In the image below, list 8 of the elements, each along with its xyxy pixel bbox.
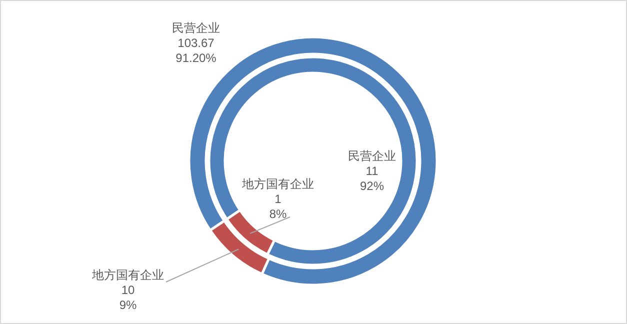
data-label: 11 92% [360,164,384,193]
data-label: 1 8% [269,192,287,221]
slice-label: 地方国有企业 [241,177,314,191]
data-label: 103.67 91.20% [176,36,217,65]
slice-label: 民营企业 [348,149,396,163]
data-label: 10 9% [119,283,137,312]
slice-label: 地方国有企业 [91,268,164,282]
slice-label: 民营企业 [172,21,220,35]
